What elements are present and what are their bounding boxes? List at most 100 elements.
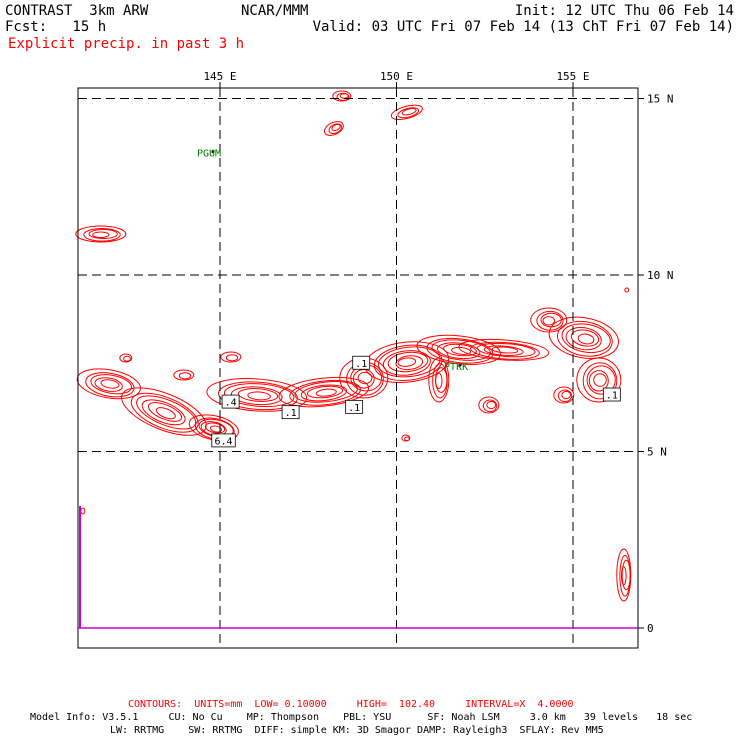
precip-contour-ring xyxy=(428,357,450,403)
precip-contour-ring xyxy=(173,369,195,381)
precip-contour-ring xyxy=(451,346,472,355)
precip-contour-ring xyxy=(478,396,500,414)
precip-cell xyxy=(324,121,344,136)
precip-cell xyxy=(119,353,133,363)
precip-contour-ring xyxy=(577,333,595,345)
lon-tick-label: 145 E xyxy=(203,70,236,83)
contour-label-box xyxy=(221,394,240,409)
precip-contour-ring xyxy=(123,355,131,362)
precip-contour-ring xyxy=(83,228,121,242)
precip-cell xyxy=(458,338,550,361)
precip-contours xyxy=(75,90,632,602)
contour-label-box xyxy=(345,399,364,414)
contour-label: .1 xyxy=(285,408,297,419)
precip-contour-ring xyxy=(557,389,573,403)
station-marker xyxy=(211,149,215,153)
precip-contour-ring xyxy=(404,436,410,442)
precip-contour-ring xyxy=(247,391,271,401)
model-title: CONTRAST 3km ARW xyxy=(5,3,149,19)
precip-contour-ring xyxy=(328,123,343,135)
precip-contour-ring xyxy=(561,390,572,400)
precip-contour-ring xyxy=(324,121,344,136)
precip-cell xyxy=(75,225,127,243)
contour-label: .1 xyxy=(606,391,618,402)
precip-contour-ring xyxy=(141,399,186,426)
contour-label-box xyxy=(352,355,371,370)
precip-contour-ring xyxy=(395,355,424,371)
lat-lon-grid xyxy=(77,82,644,649)
precip-contour-ring xyxy=(458,338,550,361)
precip-contour-ring xyxy=(470,341,540,360)
map-frame xyxy=(77,87,639,649)
precip-contour-ring xyxy=(331,123,341,132)
precip-cell xyxy=(121,387,207,436)
lat-tick-label: 0 xyxy=(647,622,654,635)
precip-contour-ring xyxy=(332,90,352,102)
precip-contour-ring xyxy=(570,329,600,347)
precip-contour-ring xyxy=(136,395,197,430)
precip-contour-ring xyxy=(147,402,183,422)
precip-contour-ring xyxy=(85,372,135,398)
precip-contour-ring xyxy=(300,384,348,402)
forecast-hour: Fcst: 15 h xyxy=(5,19,107,35)
precip-cell xyxy=(332,90,352,102)
precip-cell xyxy=(548,316,619,359)
precip-contour-ring xyxy=(483,345,524,356)
precip-contour-ring xyxy=(482,399,498,413)
precip-contour-ring xyxy=(220,351,242,363)
precip-cell xyxy=(80,507,86,515)
precip-contour-ring xyxy=(336,92,350,101)
precip-contour-ring xyxy=(80,507,86,515)
precip-contour-ring xyxy=(387,351,429,373)
precip-contour-ring xyxy=(237,388,279,402)
precip-contour-ring xyxy=(382,350,431,376)
contour-info: CONTOURS: UNITS=mm LOW= 0.10000 HIGH= 10… xyxy=(128,699,574,710)
precip-cell xyxy=(624,287,630,293)
precip-contour-ring xyxy=(130,392,199,433)
precip-contour-ring xyxy=(225,354,239,362)
contour-label: .1 xyxy=(355,359,367,370)
precip-contour-ring xyxy=(88,229,118,239)
precip-contour-ring xyxy=(588,370,609,392)
precip-cell xyxy=(173,369,195,381)
precip-contour-ring xyxy=(209,425,223,433)
precip-contour-ring xyxy=(315,388,337,397)
precip-contour-ring xyxy=(100,379,120,389)
contour-label: .1 xyxy=(348,403,360,414)
precip-contour-ring xyxy=(289,379,361,406)
precip-contour-ring xyxy=(557,320,613,357)
lat-tick-label: 5 N xyxy=(647,446,667,459)
lat-tick-label: 15 N xyxy=(647,93,674,106)
precip-contour-ring xyxy=(76,368,141,400)
lat-tick-label: 10 N xyxy=(647,269,674,282)
precip-contour-ring xyxy=(94,377,123,392)
precip-contour-ring xyxy=(586,365,616,395)
precip-cell xyxy=(576,357,622,403)
precip-contour-ring xyxy=(593,373,607,387)
precip-contour-ring xyxy=(155,407,176,420)
precip-contour-ring xyxy=(435,372,443,389)
precip-cell xyxy=(364,341,450,383)
precip-contour-ring xyxy=(75,225,127,243)
contour-label-box xyxy=(281,405,300,420)
precip-cell xyxy=(390,104,423,120)
precip-contour-ring xyxy=(476,342,536,358)
precip-contour-ring xyxy=(90,374,133,395)
organization-label: NCAR/MMM xyxy=(241,3,309,19)
precip-contour-ring xyxy=(621,566,627,586)
precip-contour-ring xyxy=(121,387,207,436)
precip-contour-ring xyxy=(491,346,519,354)
precip-contour-ring xyxy=(397,107,420,119)
precip-contour-ring xyxy=(397,357,417,367)
precip-contour-ring xyxy=(401,434,411,442)
precip-contour-ring xyxy=(206,378,308,412)
model-info-line-2: LW: RRTMG SW: RRTMG DIFF: simple KM: 3D … xyxy=(110,725,604,736)
precip-contour-ring xyxy=(92,231,110,239)
station-label: PGUM xyxy=(197,148,221,159)
precip-contour-ring xyxy=(119,353,133,363)
precip-contour-ring xyxy=(357,371,373,385)
precip-contour-ring xyxy=(306,385,344,399)
lon-tick-label: 150 E xyxy=(380,70,413,83)
lon-tick-label: 155 E xyxy=(556,70,589,83)
precip-contour-ring xyxy=(437,342,481,360)
